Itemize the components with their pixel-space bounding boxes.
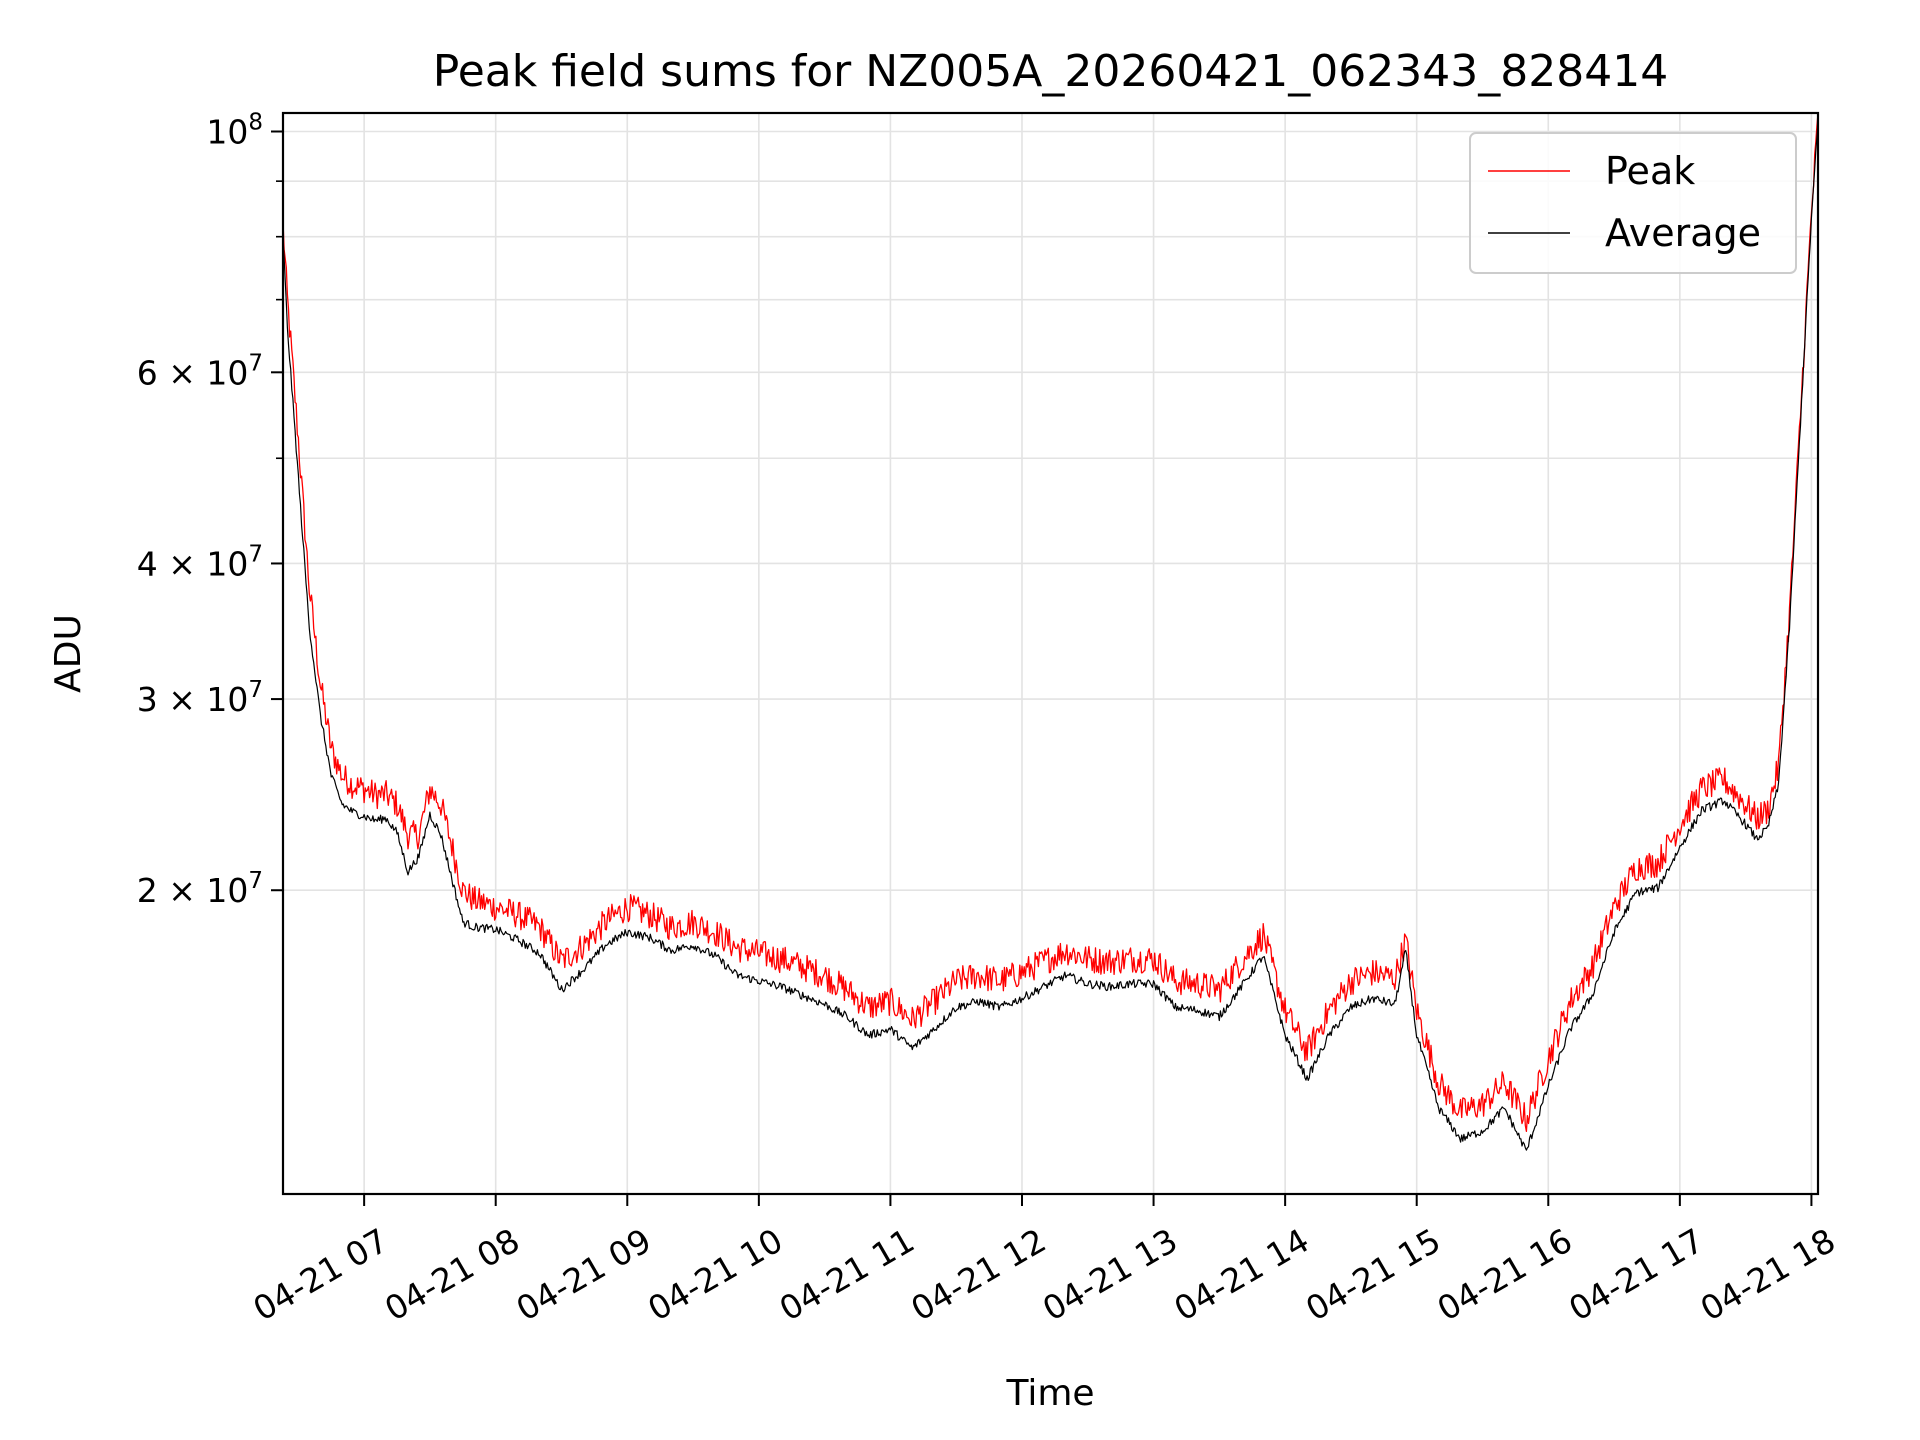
x-tick-label: 04-21 13 [1036,1221,1184,1329]
x-tick-label: 04-21 08 [378,1221,526,1329]
y-tick-label: 6 × 107 [137,350,263,392]
series-lines [282,112,1819,1151]
y-tick-label: 108 [206,109,263,151]
plot-area-frame [281,111,1820,1196]
y-tick-label: 4 × 107 [137,541,263,583]
series-line-average [282,122,1819,1151]
y-tick-label: 3 × 107 [137,677,263,719]
x-tick-label: 04-21 18 [1694,1221,1842,1329]
x-tick-label: 04-21 12 [904,1221,1052,1329]
y-axis-label: ADU [48,614,89,693]
x-tick-label: 04-21 09 [510,1221,658,1329]
y-tick-label: 2 × 107 [137,868,263,910]
series-line-peak [282,112,1819,1133]
legend: Peak Average [1469,132,1797,274]
grid-lines [283,113,1818,1194]
x-tick-label: 04-21 11 [773,1221,921,1329]
legend-label-peak: Peak [1605,149,1695,193]
x-tick-label: 04-21 14 [1168,1221,1316,1329]
x-tick-label: 04-21 17 [1562,1221,1710,1329]
x-tick-label: 04-21 15 [1299,1221,1447,1329]
x-tick-label: 04-21 07 [247,1221,395,1329]
legend-label-average: Average [1605,211,1761,255]
x-axis-label: Time [1005,1373,1094,1414]
x-tick-label: 04-21 16 [1431,1221,1579,1329]
x-tick-label: 04-21 10 [641,1221,789,1329]
chart-title: Peak field sums for NZ005A_20260421_0623… [433,46,1668,97]
legend-box [1469,132,1797,274]
